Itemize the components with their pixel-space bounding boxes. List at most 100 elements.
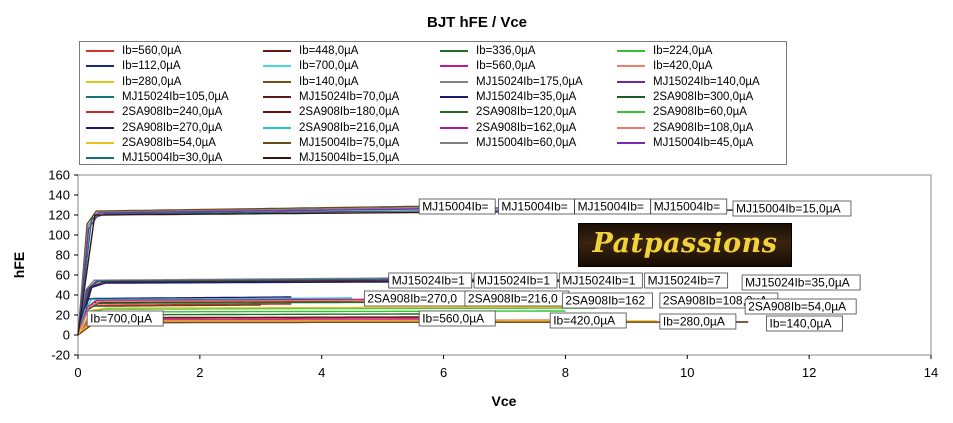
legend-swatch (86, 95, 114, 98)
annotation-label: 2SA908Ib=54,0µA (748, 300, 846, 314)
legend-label: Ib=280,0µA (122, 75, 182, 88)
annotation-box (418, 310, 496, 327)
legend-label: 2SA908Ib=162,0µA (476, 121, 577, 134)
annotation-label: 2SA908Ib=270,0 (367, 292, 457, 306)
legend-item: 2SA908Ib=180,0µA (263, 104, 399, 120)
legend-item: MJ15004Ib=15,0µA (263, 150, 399, 166)
annotation-label: MJ15004Ib=15,0µA (736, 202, 841, 216)
legend-swatch (86, 80, 114, 83)
legend-item: 2SA908Ib=108,0µA (617, 120, 753, 136)
series-line (77, 307, 596, 336)
legend-swatch (263, 141, 291, 144)
legend-item: Ib=112,0µA (86, 58, 181, 74)
x-tick-label: 14 (924, 365, 938, 380)
annotation-label: MJ15024Ib=7 (648, 274, 721, 288)
legend-label: Ib=420,0µA (653, 60, 713, 73)
annotation-box (766, 315, 843, 332)
annotation-label: MJ15004Ib= (578, 200, 644, 214)
legend-item: MJ15004Ib=45,0µA (617, 135, 753, 151)
legend-swatch (617, 95, 645, 98)
series-line (77, 321, 749, 336)
annotation-label: Ib=140,0µA (769, 317, 831, 331)
legend-item: 2SA908Ib=300,0µA (617, 89, 753, 105)
legend-swatch (440, 80, 468, 83)
annotation-label: Ib=280,0µA (663, 315, 725, 329)
series-line (77, 205, 444, 336)
y-tick-label: -20 (51, 348, 70, 363)
chart-title: BJT hFE / Vce (427, 14, 527, 31)
legend-swatch (440, 111, 468, 114)
legend-swatch (263, 50, 291, 52)
legend-label: Ib=140,0µA (299, 75, 359, 88)
annotation-box (650, 198, 728, 215)
legend-item: 2SA908Ib=216,0µA (263, 120, 399, 136)
legend-swatch (86, 126, 114, 129)
x-tick-label: 0 (74, 365, 81, 380)
legend-swatch (263, 95, 291, 98)
annotation-label: MJ15004Ib= (654, 200, 720, 214)
plot-area (77, 174, 932, 356)
legend-item: 2SA908Ib=240,0µA (86, 104, 222, 120)
annotation-label: Ib=420,0µA (553, 314, 615, 328)
annotation-box (744, 298, 857, 315)
legend: Ib=560,0µA Ib=448,0µA Ib=336,0µA Ib=224,0µA… (79, 41, 787, 165)
legend-label: 2SA908Ib=54,0µA (122, 136, 216, 149)
legend-label: 2SA908Ib=216,0µA (299, 121, 400, 134)
watermark-text: Patpassions (592, 228, 778, 259)
annotation-label: 2SA908Ib=162 (565, 294, 645, 308)
legend-label: MJ15024Ib=35,0µA (476, 90, 577, 103)
annotation-box (558, 272, 643, 289)
legend-label: 2SA908Ib=60,0µA (653, 106, 747, 119)
legend-swatch (440, 65, 468, 68)
legend-label: 2SA908Ib=300,0µA (653, 90, 754, 103)
annotation-box (473, 272, 558, 289)
annotation-box (418, 198, 496, 215)
annotation-box (644, 272, 729, 289)
legend-swatch (86, 65, 114, 68)
legend-swatch (440, 126, 468, 129)
legend-item: Ib=336,0µA (440, 43, 535, 59)
watermark-logo: Patpassions (578, 223, 792, 267)
legend-item: MJ15024Ib=70,0µA (263, 89, 399, 105)
annotation-label: Ib=700,0µA (90, 312, 152, 326)
legend-item: Ib=224,0µA (617, 43, 712, 59)
annotation-label: MJ15024Ib=1 (562, 274, 635, 288)
annotations: MJ15004Ib= MJ15004Ib= MJ15004Ib= MJ15004Ib=… (86, 198, 861, 332)
legend-item: Ib=420,0µA (617, 58, 712, 74)
legend-swatch (86, 141, 114, 144)
y-axis: -20 0 20 40 60 80 100 120 140 160 (48, 168, 78, 363)
legend-item: Ib=280,0µA (86, 74, 181, 90)
annotation-label: MJ15024Ib=1 (392, 274, 465, 288)
legend-item: 2SA908Ib=120,0µA (440, 104, 576, 120)
y-tick-label: 160 (48, 168, 70, 183)
legend-label: Ib=560,0µA (476, 60, 536, 73)
legend-label: MJ15024Ib=70,0µA (299, 90, 400, 103)
legend-label: Ib=224,0µA (653, 45, 713, 57)
legend-label: MJ15004Ib=60,0µA (476, 136, 577, 149)
annotation-box (741, 274, 861, 291)
legend-label: MJ15024Ib=140,0µA (653, 75, 760, 88)
x-axis-label: Vce (492, 393, 517, 409)
legend-item: 2SA908Ib=270,0µA (86, 120, 222, 136)
legend-swatch (617, 80, 645, 83)
legend-swatch (86, 157, 114, 160)
legend-label: 2SA908Ib=120,0µA (476, 106, 577, 119)
legend-item: MJ15024Ib=105,0µA (86, 89, 229, 105)
legend-label: 2SA908Ib=108,0µA (653, 121, 754, 134)
legend-swatch (263, 157, 291, 160)
legend-label: MJ15024Ib=175,0µA (476, 75, 583, 88)
legend-item: MJ15004Ib=60,0µA (440, 135, 576, 151)
legend-swatch (440, 50, 468, 52)
legend-label: 2SA908Ib=270,0µA (122, 121, 223, 134)
y-tick-label: 60 (56, 268, 70, 283)
annotation-label: MJ15004Ib= (422, 200, 488, 214)
y-tick-label: 0 (63, 328, 70, 343)
legend-swatch (617, 50, 645, 52)
annotation-label: Ib=560,0µA (422, 312, 484, 326)
legend-item: MJ15004Ib=75,0µA (263, 135, 399, 151)
annotation-label: MJ15024Ib=1 (477, 274, 550, 288)
x-tick-label: 6 (440, 365, 447, 380)
series-line (77, 306, 627, 336)
legend-swatch (263, 65, 291, 68)
